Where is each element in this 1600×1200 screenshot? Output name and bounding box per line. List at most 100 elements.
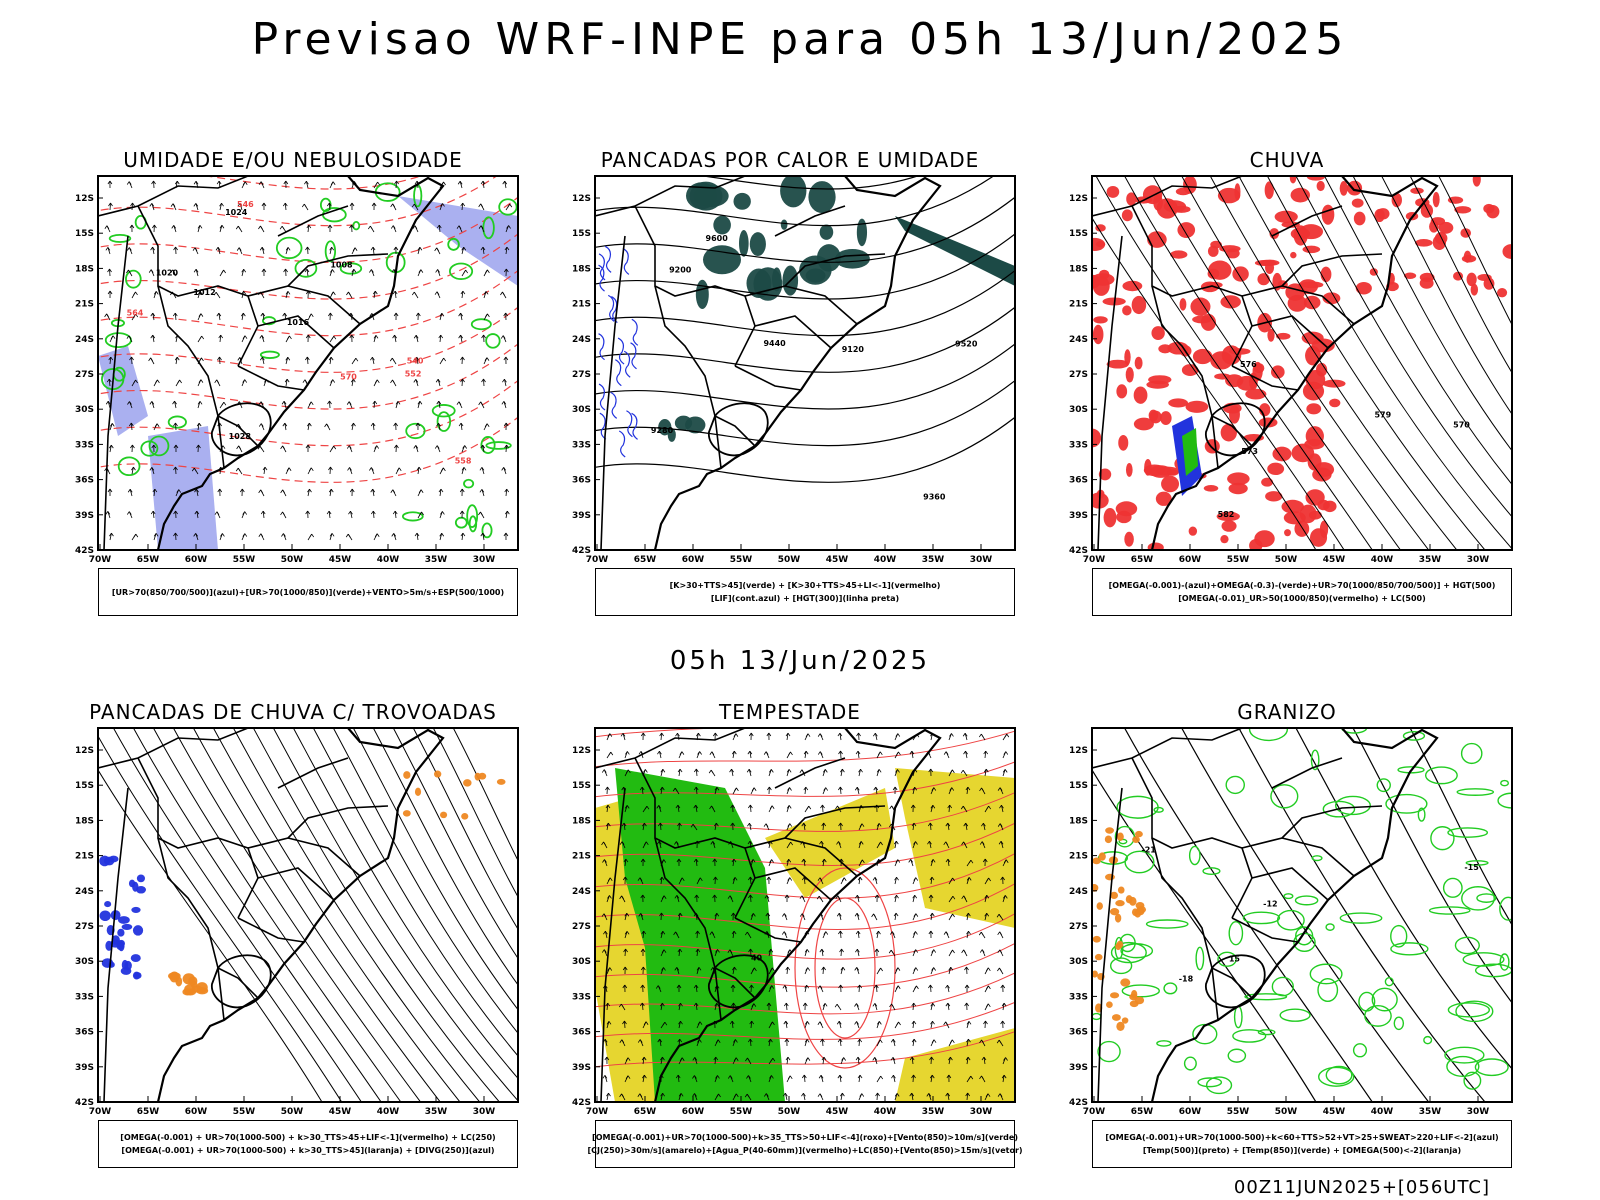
map-panel-3: CHUVA 582 579 576 573 570 70W 65W 60W 55W 50W 45W 40… bbox=[1052, 148, 1522, 618]
contour-label: 1008 bbox=[330, 261, 353, 270]
x-tick-label: 35W bbox=[922, 555, 945, 565]
x-tick-label: 50W bbox=[1275, 555, 1298, 565]
x-tick-label: 60W bbox=[682, 1107, 705, 1117]
contour-label: 570 bbox=[340, 373, 357, 382]
y-tick-label: 21S bbox=[75, 852, 94, 862]
y-tick-label: 42S bbox=[75, 1098, 94, 1108]
y-tick-label: 33S bbox=[572, 440, 591, 450]
x-tick-label: 60W bbox=[1179, 1107, 1202, 1117]
y-tick-label: 36S bbox=[572, 476, 591, 486]
x-tick-label: 40W bbox=[1371, 1107, 1394, 1117]
y-tick-label: 15S bbox=[572, 229, 591, 239]
y-tick-label: 27S bbox=[1069, 922, 1088, 932]
y-tick-label: 30S bbox=[75, 405, 94, 415]
contour-label: -15 bbox=[1464, 863, 1479, 872]
x-tick-label: 35W bbox=[425, 1107, 448, 1117]
y-tick-label: 15S bbox=[1069, 229, 1088, 239]
contour-label: 582 bbox=[1218, 510, 1235, 519]
legend-line: [UR>70(850/700/500)](azul)+[UR>70(1000/8… bbox=[111, 587, 505, 597]
y-tick-label: 33S bbox=[572, 992, 591, 1002]
panel-title: UMIDADE E/OU NEBULOSIDADE bbox=[123, 148, 463, 172]
y-tick-label: 33S bbox=[75, 440, 94, 450]
x-tick-label: 45W bbox=[1323, 1107, 1346, 1117]
y-tick-label: 39S bbox=[1069, 1063, 1088, 1073]
y-tick-label: 12S bbox=[1069, 194, 1088, 204]
legend-line: [OMEGA(-0.001)+UR>70(1000-500)+k>35_TTS>… bbox=[592, 1133, 1018, 1142]
y-tick-label: 24S bbox=[75, 887, 94, 897]
y-tick-label: 36S bbox=[75, 1028, 94, 1038]
y-tick-label: 21S bbox=[1069, 300, 1088, 310]
y-tick-label: 39S bbox=[75, 1063, 94, 1073]
y-tick-label: 30S bbox=[572, 957, 591, 967]
y-tick-label: 30S bbox=[572, 405, 591, 415]
legend-line: [K>30+TTS>45](verde) + [K>30+TTS>45+LI<-… bbox=[669, 581, 941, 590]
y-tick-label: 12S bbox=[1069, 746, 1088, 756]
y-tick-label: 18S bbox=[572, 264, 591, 274]
y-tick-label: 39S bbox=[75, 511, 94, 521]
x-tick-label: 40W bbox=[874, 1107, 897, 1117]
x-tick-label: 70W bbox=[1083, 1107, 1106, 1117]
contour-label: 552 bbox=[405, 369, 422, 378]
x-tick-label: 60W bbox=[185, 555, 208, 565]
x-tick-label: 70W bbox=[586, 1107, 609, 1117]
y-tick-label: 12S bbox=[75, 194, 94, 204]
y-tick-label: 21S bbox=[572, 300, 591, 310]
map-panel-2: PANCADAS POR CALOR E UMIDADE 9600 9520 9440… bbox=[555, 148, 1025, 618]
x-tick-label: 45W bbox=[826, 555, 849, 565]
contour-label: 9360 bbox=[923, 493, 946, 502]
panel-legend: [OMEGA(-0.001)+UR>70(1000-500)+k<60+TTS>… bbox=[1092, 1120, 1512, 1168]
x-tick-label: 50W bbox=[778, 555, 801, 565]
contour-label: 9200 bbox=[669, 266, 692, 275]
y-tick-label: 24S bbox=[572, 887, 591, 897]
y-tick-label: 18S bbox=[572, 816, 591, 826]
legend-line: [OMEGA(-0.001)+UR>70(1000-500)+k<60+TTS>… bbox=[1105, 1133, 1499, 1142]
panel-title: CHUVA bbox=[1249, 148, 1325, 172]
panel-title: PANCADAS POR CALOR E UMIDADE bbox=[600, 148, 980, 172]
panel-legend: [OMEGA(-0.001) + UR>70(1000-500) + k>30_… bbox=[98, 1120, 518, 1168]
forecast-map: 70W 65W 60W 55W 50W 45W 40W 35W 30W 12S 15S 18S 21S 2… bbox=[75, 727, 519, 1117]
y-tick-label: 12S bbox=[572, 194, 591, 204]
y-tick-label: 30S bbox=[1069, 957, 1088, 967]
map-panel-1: UMIDADE E/OU NEBULOSIDADE 1012 1020 1016 102… bbox=[58, 148, 528, 618]
y-tick-label: 24S bbox=[1069, 887, 1088, 897]
y-tick-label: 42S bbox=[572, 1098, 591, 1108]
x-tick-label: 50W bbox=[281, 1107, 304, 1117]
forecast-map: 1012 1020 1016 1024 1028 1008 564 570 558 552 546 5… bbox=[75, 175, 519, 565]
y-tick-label: 24S bbox=[75, 335, 94, 345]
panel-title: TEMPESTADE bbox=[719, 700, 861, 724]
x-tick-label: 35W bbox=[922, 1107, 945, 1117]
forecast-map: 40 70W 65W 60W 55W 50W 45W 40W 35W 30W 12S 15S 18S 21… bbox=[572, 727, 1016, 1117]
contour-label: 564 bbox=[127, 309, 144, 318]
panel-legend: [OMEGA(-0.001)+UR>70(1000-500)+k>35_TTS>… bbox=[587, 1120, 1023, 1168]
x-tick-label: 55W bbox=[233, 555, 256, 565]
legend-line: [CJ(250)>30m/s](amarelo)+[Agua_P(40-60mm… bbox=[587, 1146, 1023, 1155]
forecast-map: -12 -21 -18 -15 15 70W 65W 60W 55W 50W 45W 40W 35W 30… bbox=[1069, 727, 1513, 1117]
y-tick-label: 33S bbox=[1069, 440, 1088, 450]
x-tick-label: 30W bbox=[970, 1107, 993, 1117]
x-tick-label: 55W bbox=[1227, 555, 1250, 565]
y-tick-label: 15S bbox=[75, 229, 94, 239]
x-tick-label: 60W bbox=[185, 1107, 208, 1117]
y-tick-label: 30S bbox=[75, 957, 94, 967]
panel-legend: [UR>70(850/700/500)](azul)+[UR>70(1000/8… bbox=[98, 568, 518, 616]
x-tick-label: 55W bbox=[730, 1107, 753, 1117]
page-title: Previsao WRF-INPE para 05h 13/Jun/2025 bbox=[251, 14, 1349, 65]
x-tick-label: 30W bbox=[1467, 1107, 1490, 1117]
legend-line: [OMEGA(-0.001)-(azul)+OMEGA(-0.3)-(verde… bbox=[1108, 581, 1496, 590]
contour-label: 9520 bbox=[955, 340, 978, 349]
contour-label: 576 bbox=[1240, 360, 1257, 369]
y-tick-label: 42S bbox=[1069, 546, 1088, 556]
contour-label: 9600 bbox=[706, 234, 729, 243]
y-tick-label: 42S bbox=[1069, 1098, 1088, 1108]
contour-label: 540 bbox=[407, 356, 424, 365]
x-tick-label: 55W bbox=[730, 555, 753, 565]
x-tick-label: 65W bbox=[137, 1107, 160, 1117]
x-tick-label: 40W bbox=[874, 555, 897, 565]
y-tick-label: 15S bbox=[572, 781, 591, 791]
y-tick-label: 15S bbox=[1069, 781, 1088, 791]
y-tick-label: 27S bbox=[572, 922, 591, 932]
contour-label: 546 bbox=[237, 200, 254, 209]
contour-label: -21 bbox=[1141, 845, 1156, 854]
contour-label: 9440 bbox=[763, 339, 786, 348]
contour-label: 1020 bbox=[156, 269, 179, 278]
